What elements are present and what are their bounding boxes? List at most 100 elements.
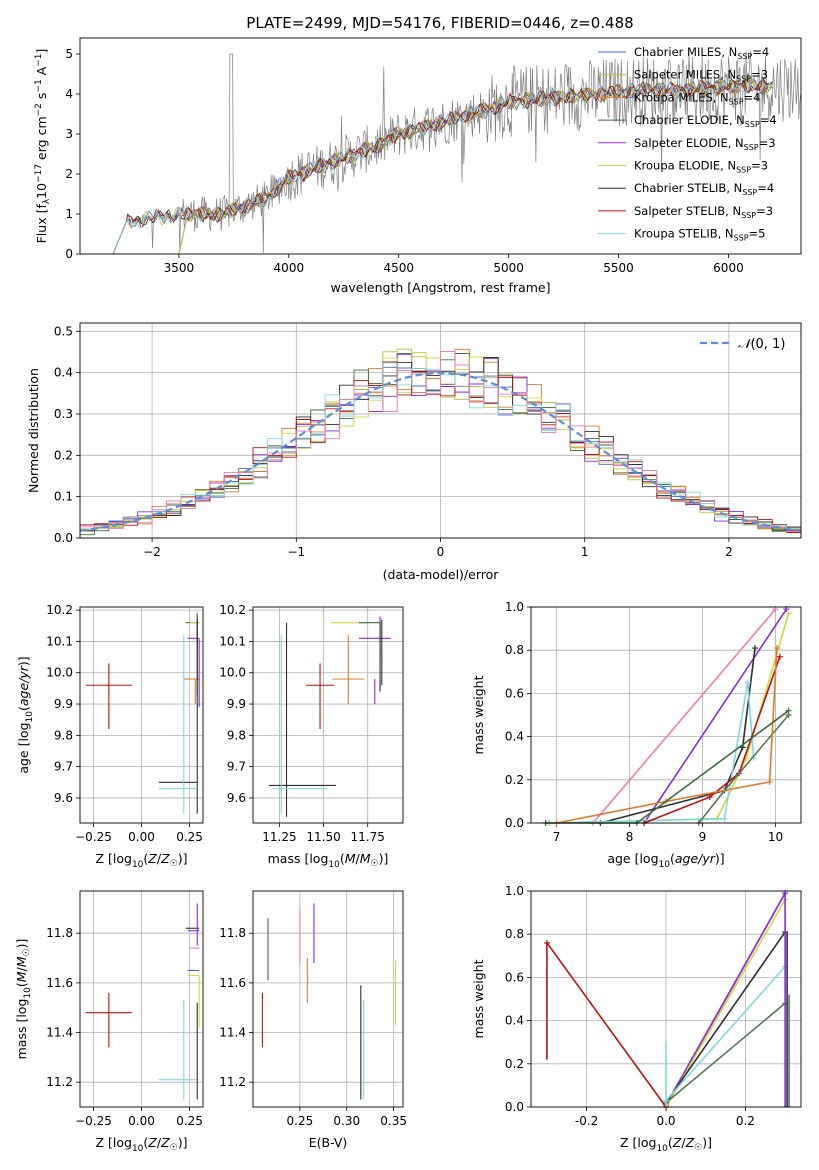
- x-tick-label: 0.00: [128, 1114, 155, 1128]
- mass-weight-line: [665, 1002, 786, 1104]
- axes-frame: [530, 890, 802, 1108]
- y-tick-label: 0.8: [505, 643, 524, 657]
- y-tick-label: 10.1: [46, 634, 73, 648]
- axes-frame: [79, 322, 802, 539]
- y-tick-label: 11.4: [219, 1026, 246, 1040]
- mass-weight-marker: [744, 679, 751, 686]
- mass-weight-marker: [721, 815, 728, 822]
- y-tick-label: 11.2: [219, 1075, 246, 1089]
- legend-entry: Chabrier STELIB, NSSP=4: [634, 181, 774, 197]
- spectrum-plot-area: [112, 50, 801, 254]
- axes-frame: [252, 606, 404, 824]
- axes-frame: [530, 606, 802, 824]
- y-tick-label: 9.9: [227, 697, 246, 711]
- y-tick-label: 10.0: [219, 666, 246, 680]
- axes-age_vs_Z: −0.25 0.00 0.25 9.6 9.7 9.8 9.9 10.0 10.1 10.2: [46, 603, 203, 844]
- x-tick-label: 0: [437, 545, 445, 559]
- y-tick-label: 2: [65, 167, 73, 181]
- x-axis-label: Z [log10(Z/Z☉)]: [95, 1135, 187, 1154]
- errorbars-mass_vs_ebv: [261, 903, 397, 1100]
- x-tick-label: 0.00: [128, 830, 155, 844]
- mass-weight-line: [665, 899, 786, 1108]
- axes-frame: [79, 606, 204, 824]
- y-axis-label: age [log10(age/yr)]: [16, 656, 35, 773]
- y-axis-label: Flux [fλ10−17 erg cm−2 s−1 A−1]: [34, 49, 52, 244]
- mass-weight-line: [592, 608, 777, 824]
- x-tick-label: 11.25: [262, 830, 296, 844]
- x-tick-label: −0.25: [75, 1114, 112, 1128]
- x-tick-label: 4000: [274, 261, 305, 275]
- mass-weight-marker: [785, 610, 792, 617]
- mass-weight-line: [665, 931, 786, 1104]
- axes-frame: [79, 890, 204, 1108]
- errorbars-age_vs_mass: [268, 616, 391, 817]
- y-tick-label: 3: [65, 127, 73, 141]
- y-tick-label: 1: [65, 207, 73, 221]
- y-tick-label: 9.9: [54, 697, 73, 711]
- legend-entry: Salpeter MILES, NSSP=3: [634, 68, 768, 84]
- x-axis-label: Z [log10(Z/Z☉)]: [620, 1135, 712, 1154]
- x-tick-label: 0.2: [736, 1114, 755, 1128]
- x-tick-label: 3500: [164, 261, 195, 275]
- x-tick-label: 0.0: [656, 1114, 675, 1128]
- weights-weight_vs_age: [542, 606, 792, 826]
- y-tick-label: 0.4: [505, 730, 524, 744]
- legend-entry: Salpeter STELIB, NSSP=3: [634, 204, 773, 220]
- y-tick-label: 0.4: [54, 366, 73, 380]
- x-axis-label: Z [log10(Z/Z☉)]: [95, 851, 187, 870]
- y-tick-label: 0: [65, 247, 73, 261]
- x-tick-label: 0.25: [176, 1114, 203, 1128]
- y-tick-label: 11.6: [46, 976, 73, 990]
- axes-weight_vs_age: 7 8 9 10 0.0 0.2 0.4 0.6 0.8 1.0: [505, 600, 801, 844]
- x-tick-label: 1: [581, 545, 589, 559]
- mass-weight-line: [643, 656, 781, 824]
- axes-frame: [252, 890, 404, 1108]
- y-tick-label: 10.2: [46, 603, 73, 617]
- x-axis-label: E(B-V): [309, 1135, 348, 1150]
- y-tick-label: 5: [65, 47, 73, 61]
- x-axis-label: age [log10(age/yr)]: [607, 851, 724, 870]
- y-tick-label: 1.0: [505, 600, 524, 614]
- legend-entry: Kroupa ELODIE, NSSP=3: [634, 159, 768, 175]
- y-tick-label: 0.0: [505, 1100, 524, 1114]
- x-tick-label: 8: [626, 830, 634, 844]
- y-tick-label: 0.6: [505, 970, 524, 984]
- x-tick-label: 9: [699, 830, 707, 844]
- y-tick-label: 10.0: [46, 666, 73, 680]
- x-tick-label: 7: [553, 830, 561, 844]
- x-tick-label: 5500: [603, 261, 634, 275]
- y-tick-label: 11.8: [46, 926, 73, 940]
- x-tick-label: 0.25: [176, 830, 203, 844]
- weights-weight_vs_Z: [543, 890, 790, 1110]
- y-tick-label: 11.4: [46, 1026, 73, 1040]
- x-tick-label: 4500: [383, 261, 414, 275]
- y-tick-label: 10.1: [219, 634, 246, 648]
- axes-mass_vs_ebv: 0.25 0.30 0.35 11.2 11.4 11.6 11.8: [219, 891, 407, 1128]
- y-axis-label: mass [log10(M/M☉)]: [14, 939, 33, 1060]
- mass-weight-line: [546, 942, 667, 1108]
- x-tick-label: 11.75: [351, 830, 385, 844]
- y-tick-label: 0.5: [54, 324, 73, 338]
- y-tick-label: 9.8: [227, 728, 246, 742]
- spectrum-legend: Chabrier MILES, NSSP=4 Salpeter MILES, NS…: [598, 45, 777, 243]
- x-tick-label: −2: [143, 545, 161, 559]
- model-spectrum-line: [112, 77, 773, 254]
- x-tick-label: -0.2: [575, 1114, 598, 1128]
- y-tick-label: 0.2: [54, 448, 73, 462]
- y-tick-label: 0.4: [505, 1014, 524, 1028]
- y-tick-label: 9.6: [227, 791, 246, 805]
- axes-frame: [79, 37, 802, 255]
- x-tick-label: 6000: [713, 261, 744, 275]
- y-tick-label: 9.7: [54, 760, 73, 774]
- y-axis-label: mass weight: [471, 959, 486, 1038]
- mass-weight-line: [665, 966, 786, 1102]
- y-tick-label: 4: [65, 87, 73, 101]
- mass-weight-marker: [776, 653, 783, 660]
- y-tick-label: 0.0: [54, 531, 73, 545]
- y-axis-label: Normed distribution: [26, 368, 41, 493]
- x-tick-label: 10: [768, 830, 783, 844]
- y-tick-label: 0.8: [505, 927, 524, 941]
- y-tick-label: 0.3: [54, 407, 73, 421]
- mass-weight-marker: [785, 707, 792, 714]
